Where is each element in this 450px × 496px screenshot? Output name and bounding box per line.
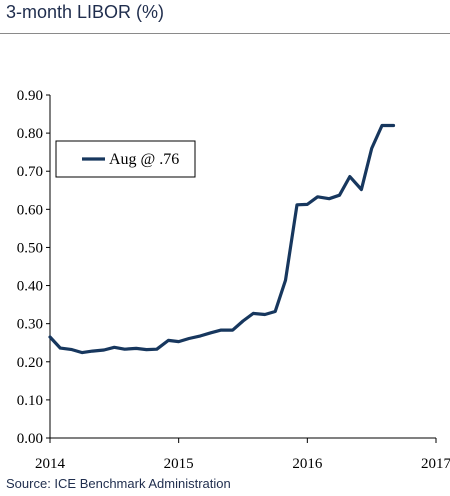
series-group	[48, 123, 396, 355]
legend-label: Aug @ .76	[109, 151, 179, 168]
y-tick-label: 0.30	[17, 317, 43, 333]
axes	[49, 95, 436, 439]
y-tick-label: 0.20	[17, 355, 43, 371]
y-tick-label: 0.80	[17, 126, 43, 142]
chart-title: 3-month LIBOR (%)	[6, 2, 165, 22]
y-tick-label: 0.60	[17, 202, 43, 218]
y-tick-label: 0.40	[17, 279, 43, 295]
y-tick-label: 0.00	[17, 431, 43, 447]
y-tick-label: 0.50	[17, 240, 43, 256]
y-tick-label: 0.70	[17, 164, 43, 180]
legend: Aug @ .76	[55, 140, 196, 178]
y-tick-label: 0.10	[17, 393, 43, 409]
source-note: Source: ICE Benchmark Administration	[6, 476, 231, 491]
x-tick-label: 2014	[35, 456, 66, 472]
x-tick-label: 2016	[292, 456, 323, 472]
x-tick-label: 2017	[421, 456, 450, 472]
series-line	[48, 123, 396, 355]
y-tick-label: 0.90	[17, 88, 43, 104]
ticks: 0.00 0.10 0.20 0.30 0.40 0.50 0.60 0.70 0.80 0.90…	[17, 88, 450, 472]
x-tick-label: 2015	[164, 456, 194, 472]
title-divider	[0, 33, 450, 34]
legend-box	[55, 140, 196, 178]
